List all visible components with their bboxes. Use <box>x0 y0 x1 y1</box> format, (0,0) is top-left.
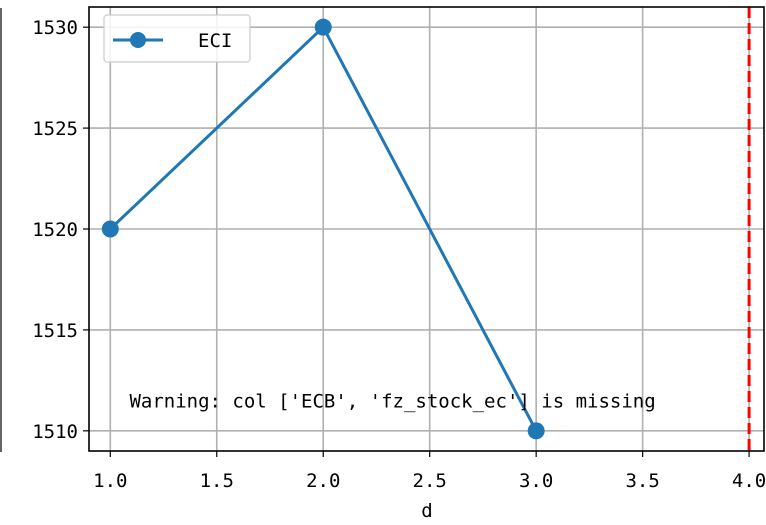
legend-label-eci: ECI <box>198 30 232 52</box>
x-tick-label: 2.0 <box>306 470 340 492</box>
y-tick-label: 1515 <box>32 320 78 342</box>
x-tick-label: 2.5 <box>413 470 447 492</box>
y-tick-label: 1530 <box>32 17 78 39</box>
x-tick-label: 3.0 <box>519 470 553 492</box>
ticks: 1.0 1.5 2.0 2.5 3.0 3.5 4.0 1510 1515 1520 1525 153… <box>32 17 766 492</box>
y-tick-label: 1520 <box>32 219 78 241</box>
annotation-text: Warning: col ['ECB', 'fz_stock_ec'] is m… <box>129 391 655 413</box>
x-tick-label: 3.5 <box>625 470 659 492</box>
x-tick-label: 1.5 <box>200 470 234 492</box>
x-tick-label: 4.0 <box>732 470 766 492</box>
legend: ECI <box>103 14 251 63</box>
x-axis-label: d <box>421 500 432 522</box>
x-axis-label-wrap: d <box>421 500 432 522</box>
y-tick-label: 1525 <box>32 118 78 140</box>
y-tick-label: 1510 <box>32 421 78 443</box>
plot-frame <box>88 6 765 452</box>
series-layer <box>101 18 545 440</box>
data-point <box>101 220 119 238</box>
x-tick-label: 1.0 <box>93 470 127 492</box>
data-point <box>314 18 332 36</box>
data-point <box>527 422 545 440</box>
legend-box <box>103 14 251 63</box>
legend-marker-sample <box>130 32 146 48</box>
